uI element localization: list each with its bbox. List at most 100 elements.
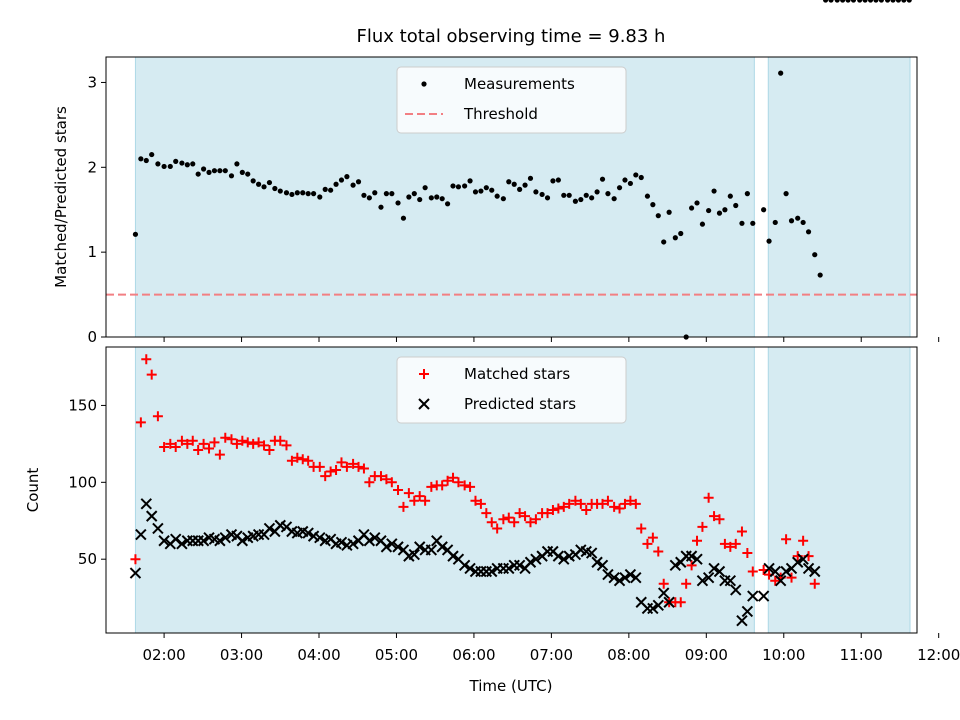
data-point <box>566 192 572 198</box>
data-point <box>217 168 223 174</box>
y-axis-label: Matched/Predicted stars <box>52 106 70 288</box>
data-point <box>763 562 775 575</box>
data-point <box>596 559 609 572</box>
data-point <box>691 553 703 565</box>
data-point <box>798 535 809 546</box>
data-point <box>642 538 653 549</box>
data-point <box>406 194 412 200</box>
data-point <box>630 498 641 509</box>
data-point <box>190 161 196 167</box>
data-point <box>486 565 498 578</box>
data-point <box>553 503 564 514</box>
data-point <box>711 188 717 194</box>
data-point <box>627 180 634 187</box>
data-point <box>500 196 506 202</box>
data-point <box>558 553 570 565</box>
data-point <box>655 213 661 219</box>
data-point <box>220 432 231 443</box>
data-point <box>219 531 231 544</box>
y-tick-label: 1 <box>87 243 97 261</box>
data-point <box>780 565 792 578</box>
data-point <box>328 187 334 193</box>
data-point <box>599 176 606 182</box>
data-point <box>297 454 308 465</box>
data-point <box>713 565 726 578</box>
data-point <box>211 168 218 174</box>
data-point <box>638 174 644 181</box>
data-point <box>585 547 598 559</box>
data-point <box>179 160 185 166</box>
data-point <box>129 567 142 579</box>
data-point <box>314 531 326 544</box>
data-point <box>805 229 812 235</box>
data-point <box>730 538 741 549</box>
data-point <box>862 0 868 3</box>
data-point <box>261 184 267 190</box>
data-point <box>422 185 428 191</box>
data-point <box>159 441 170 452</box>
data-point <box>138 156 144 162</box>
data-point <box>699 221 706 227</box>
data-point <box>389 191 395 197</box>
data-point <box>520 511 531 522</box>
data-point <box>486 517 497 528</box>
data-point <box>170 441 181 452</box>
data-point <box>757 590 770 602</box>
data-point <box>658 578 669 589</box>
data-point <box>294 190 300 196</box>
data-point <box>400 215 407 221</box>
data-point <box>867 0 874 3</box>
data-point <box>594 189 600 195</box>
data-point <box>314 461 325 472</box>
data-point <box>489 187 495 193</box>
data-point <box>678 230 684 237</box>
data-point <box>727 193 733 199</box>
data-point <box>736 526 747 537</box>
data-point <box>455 184 462 190</box>
series-measurements <box>132 0 912 340</box>
data-point <box>539 191 545 198</box>
data-point <box>283 190 290 196</box>
data-point <box>514 508 525 519</box>
data-point <box>300 190 306 196</box>
data-point <box>703 492 714 503</box>
data-point <box>200 166 207 172</box>
series-matched-stars <box>130 354 820 608</box>
data-point <box>386 538 398 550</box>
data-point <box>591 556 603 568</box>
data-point <box>714 514 725 525</box>
data-point <box>143 157 149 164</box>
x-tick-label: 09:00 <box>685 646 728 664</box>
data-point <box>425 544 438 556</box>
data-point <box>633 172 639 178</box>
data-point <box>513 559 526 572</box>
data-point <box>167 163 173 170</box>
data-point <box>140 498 152 510</box>
data-point <box>544 195 551 201</box>
data-point <box>644 193 651 199</box>
data-point <box>173 158 179 164</box>
data-point <box>547 504 558 515</box>
data-point <box>135 417 146 428</box>
data-point <box>581 504 592 515</box>
data-point <box>809 565 821 578</box>
data-point <box>772 219 778 226</box>
data-point <box>152 411 163 422</box>
data-point <box>797 553 809 565</box>
data-point <box>303 455 314 466</box>
data-point <box>242 437 253 448</box>
data-point <box>417 196 423 203</box>
data-point <box>602 495 613 506</box>
data-point <box>669 559 682 572</box>
data-point <box>589 195 595 201</box>
legend-label: Predicted stars <box>464 395 576 413</box>
data-point <box>310 191 317 197</box>
y-tick-label: 0 <box>87 328 97 346</box>
data-point <box>822 0 829 3</box>
data-point <box>325 466 336 477</box>
data-point <box>302 527 314 539</box>
data-point <box>383 191 390 197</box>
data-point <box>530 514 541 525</box>
data-point <box>583 192 589 198</box>
data-point <box>264 445 275 456</box>
